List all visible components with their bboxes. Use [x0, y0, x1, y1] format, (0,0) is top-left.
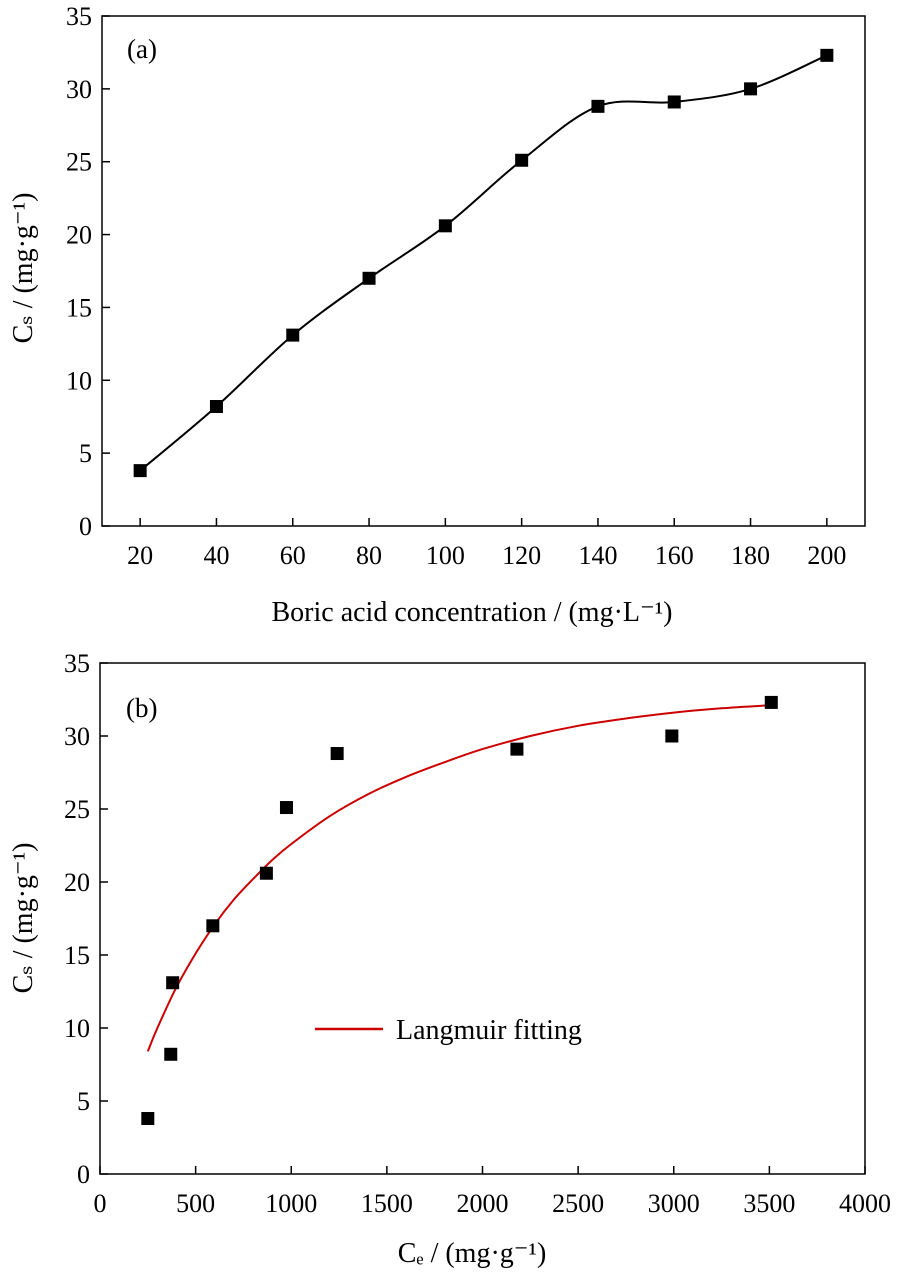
data-point-a-9: [744, 82, 758, 96]
data-point-a-6: [515, 153, 529, 167]
data-point-a-3: [286, 328, 300, 342]
y-tick-label: 10: [66, 366, 92, 395]
x-tick-label: 20: [127, 541, 153, 570]
x-tick-label: 40: [203, 541, 229, 570]
y-tick-label: 20: [64, 868, 90, 897]
x-tick-label: 100: [426, 541, 465, 570]
y-tick-label: 0: [79, 512, 92, 541]
plot-frame-a: [101, 15, 866, 527]
y-tick-label: 35: [66, 2, 92, 31]
y-axis-ticks-b: 0 5 10 15 20 25 30 35: [64, 649, 108, 1189]
data-point-a-2: [209, 400, 223, 414]
y-tick-label: 10: [64, 1014, 90, 1043]
panel-b: 0 5 10 15 20 25 30 35 0 500 1000 1500 2000 2500 3000 3…: [8, 649, 891, 1269]
x-axis-title-a: Boric acid concentration / (mg·L⁻¹): [271, 597, 672, 628]
legend-label: Langmuir fitting: [396, 1015, 582, 1046]
x-tick-label: 180: [731, 541, 770, 570]
data-points-b: [141, 695, 778, 1126]
x-tick-label: 1500: [361, 1189, 413, 1218]
y-tick-label: 35: [64, 649, 90, 678]
x-tick-label: 0: [94, 1189, 107, 1218]
data-point-b-10: [764, 695, 778, 709]
series-line-a: [139, 54, 828, 472]
y-tick-label: 25: [64, 795, 90, 824]
legend: Langmuir fitting: [315, 1015, 582, 1046]
data-point-b-6: [279, 801, 293, 815]
x-tick-label: 2500: [552, 1189, 604, 1218]
data-point-a-7: [591, 99, 605, 113]
data-point-b-3: [166, 976, 180, 990]
y-tick-label: 20: [66, 221, 92, 250]
langmuir-fit-line: [146, 704, 770, 1052]
x-tick-label: 80: [356, 541, 382, 570]
data-point-a-4: [362, 271, 376, 285]
data-point-b-1: [141, 1112, 155, 1126]
y-tick-label: 5: [79, 439, 92, 468]
data-points-a: [133, 48, 834, 478]
y-tick-label: 0: [77, 1160, 90, 1189]
x-tick-label: 4000: [839, 1189, 891, 1218]
y-tick-label: 30: [66, 75, 92, 104]
panel-label-b: (b): [126, 693, 157, 723]
x-tick-label: 140: [578, 541, 617, 570]
y-tick-label: 30: [64, 722, 90, 751]
y-tick-label: 15: [64, 941, 90, 970]
y-axis-ticks-a: 0 5 10 15 20 25 30 35: [66, 2, 110, 541]
data-point-b-4: [206, 919, 220, 933]
x-axis-ticks-a: 20 40 60 80 100 120 140 160 180 200: [127, 518, 846, 570]
data-point-b-8: [510, 742, 524, 756]
data-point-b-7: [330, 747, 344, 761]
x-tick-label: 3000: [648, 1189, 700, 1218]
x-tick-label: 200: [807, 541, 846, 570]
data-point-b-5: [259, 866, 273, 880]
y-axis-title-b: Cₛ / (mg·g⁻¹): [8, 843, 39, 994]
data-point-b-9: [665, 729, 679, 743]
data-point-b-2: [164, 1047, 178, 1061]
x-tick-label: 1000: [265, 1189, 317, 1218]
data-point-a-10: [820, 48, 834, 62]
x-tick-label: 60: [280, 541, 306, 570]
x-tick-label: 500: [176, 1189, 215, 1218]
y-tick-label: 5: [77, 1087, 90, 1116]
x-axis-title-b: Cₑ / (mg·g⁻¹): [398, 1238, 547, 1269]
x-tick-label: 160: [655, 541, 694, 570]
x-tick-label: 2000: [457, 1189, 509, 1218]
y-tick-label: 15: [66, 293, 92, 322]
x-tick-label: 120: [502, 541, 541, 570]
y-tick-label: 25: [66, 148, 92, 177]
y-axis-title-a: Cₛ / (mg·g⁻¹): [8, 193, 39, 344]
plot-frame-b: [99, 662, 866, 1175]
data-point-a-5: [438, 219, 452, 233]
x-axis-ticks-b: 0 500 1000 1500 2000 2500 3000 3500 4000: [94, 1166, 891, 1218]
x-tick-label: 3500: [743, 1189, 795, 1218]
data-point-a-1: [133, 464, 147, 478]
panel-label-a: (a): [127, 34, 157, 64]
data-point-a-8: [667, 95, 681, 109]
